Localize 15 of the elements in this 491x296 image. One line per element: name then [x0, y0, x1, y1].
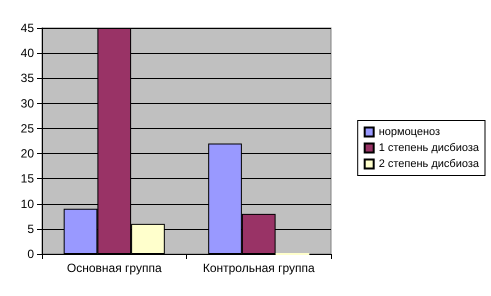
y-tick-label: 5 — [27, 222, 34, 236]
legend-label: 1 степень дисбиоза — [378, 142, 480, 154]
y-tick-label: 0 — [27, 247, 34, 261]
x-tick-label: Контрольная группа — [202, 261, 315, 275]
x-tick-label: Основная группа — [66, 261, 162, 275]
y-tick-label: 30 — [20, 96, 34, 110]
y-tick-label: 15 — [20, 172, 34, 186]
y-tick-label: 35 — [20, 71, 34, 86]
legend-label: нормоценоз — [378, 126, 440, 138]
y-tick-label: 25 — [20, 121, 34, 136]
y-tick-label: 40 — [20, 46, 34, 60]
legend-label: 2 степень дисбиоза — [378, 158, 480, 170]
y-tick-label: 45 — [20, 21, 34, 35]
y-tick-label: 20 — [20, 146, 34, 161]
y-tick-label: 10 — [20, 196, 34, 211]
